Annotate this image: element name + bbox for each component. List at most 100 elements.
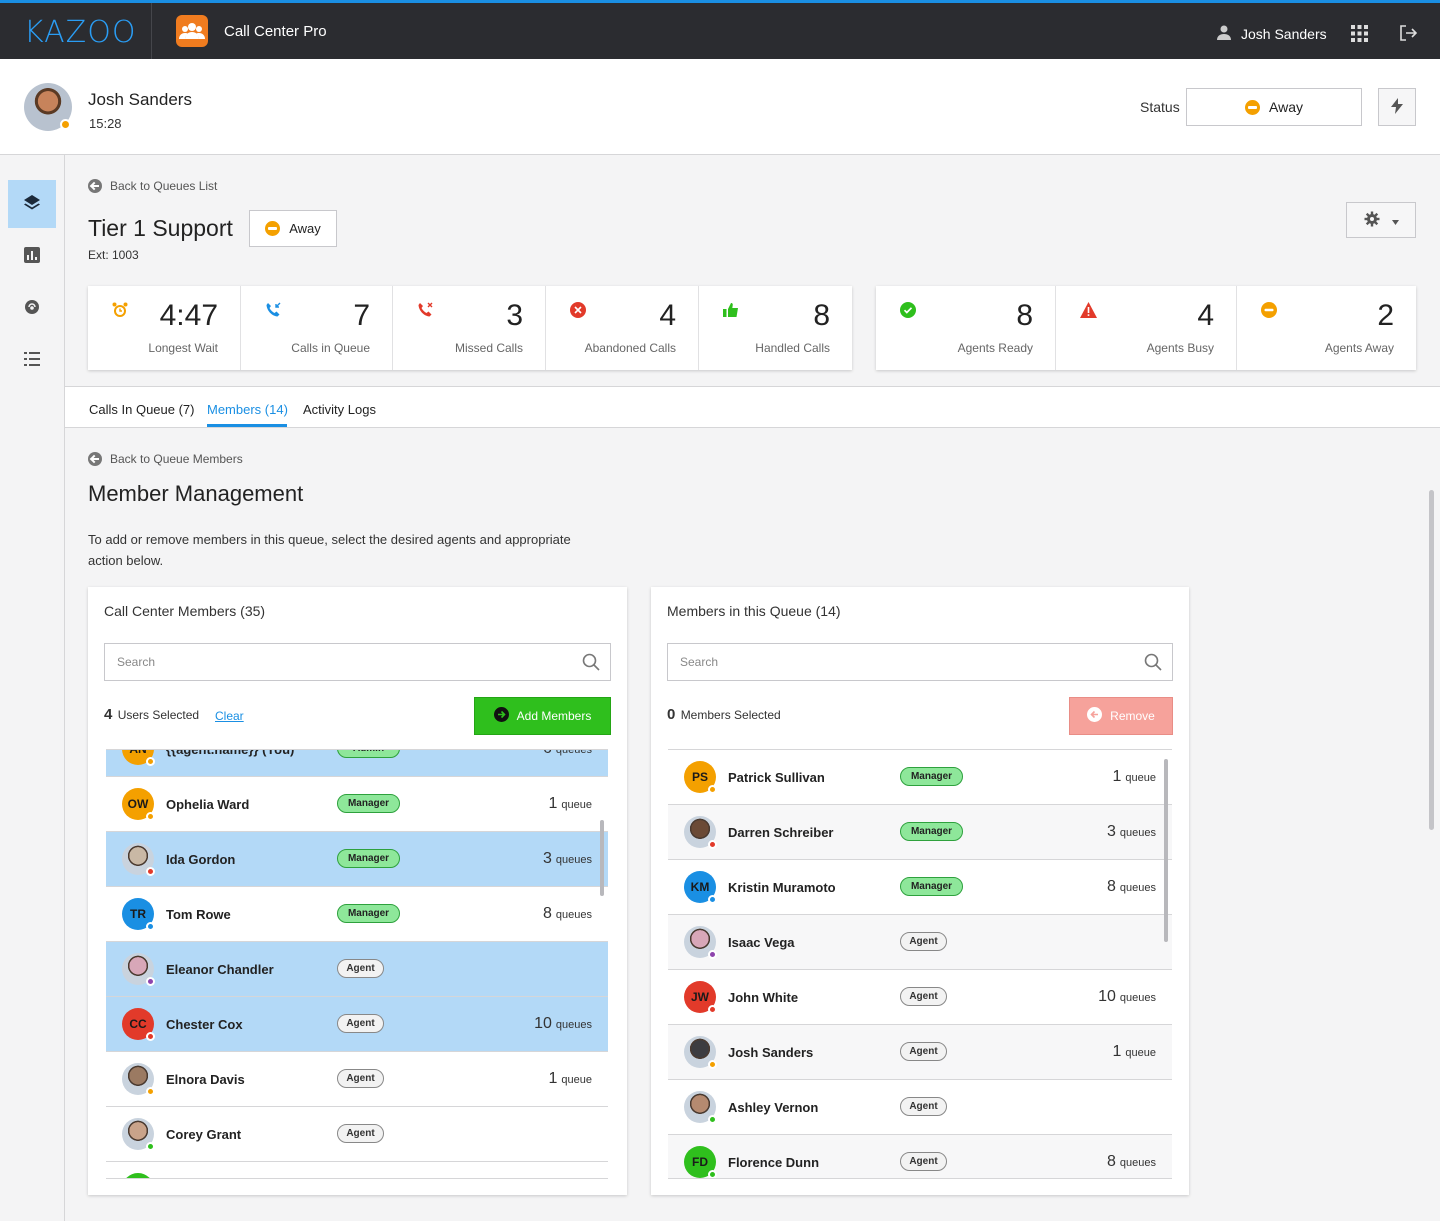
- avatar: KM: [684, 871, 717, 904]
- list-item[interactable]: KM Kristin Muramoto Manager 8 queues: [668, 860, 1172, 915]
- panel-title: Members in this Queue (14): [667, 603, 841, 619]
- stat-value: 4: [1197, 299, 1214, 332]
- stat-label: Agents Away: [1324, 341, 1394, 355]
- list-scrollbar[interactable]: [600, 820, 604, 896]
- status-dot: [708, 895, 717, 904]
- list-item[interactable]: Darren Schreiber Manager 3 queues: [668, 805, 1172, 860]
- queue-tabs: Calls In Queue (7) Members (14) Activity…: [65, 386, 1440, 428]
- away-icon: [265, 221, 281, 236]
- list-item[interactable]: Ashley Vernon Agent: [668, 1080, 1172, 1135]
- role-badge: Manager: [337, 794, 400, 813]
- section-title: Member Management: [88, 481, 304, 506]
- stat-label: Abandoned Calls: [584, 341, 676, 355]
- tab-members[interactable]: Members (14): [207, 402, 288, 417]
- queue-count-number: 10: [534, 1015, 552, 1032]
- stat-value: 2: [1377, 299, 1394, 332]
- away-icon: [1245, 99, 1260, 115]
- list-item[interactable]: Ida Gordon Manager 3 queues: [106, 832, 608, 887]
- list-item[interactable]: CC Chester Cox Agent 10 queues: [106, 997, 608, 1052]
- role-badge: Agent: [337, 959, 384, 978]
- stat-agents-busy: 4 Agents Busy: [1056, 286, 1237, 370]
- call-center-app-icon[interactable]: [176, 15, 208, 47]
- agent-header: Josh Sanders 15:28 Status Away: [0, 59, 1440, 155]
- queue-count: 3 queues: [1107, 823, 1156, 841]
- queue-count: 6queues: [543, 750, 592, 758]
- list-item[interactable]: Elnora Davis Agent 1 queue: [106, 1052, 608, 1107]
- list-item[interactable]: Isaac Vega Agent: [668, 915, 1172, 970]
- logout-icon[interactable]: [1399, 24, 1418, 45]
- list-item[interactable]: Josh Sanders Agent 1 queue: [668, 1025, 1172, 1080]
- avatar: [684, 1091, 717, 1124]
- panel-title: Call Center Members (35): [104, 603, 266, 619]
- tab-activity-logs[interactable]: Activity Logs: [303, 402, 376, 417]
- call-stats-card: 4:47 Longest Wait 7 Calls in Queue 3 Mis…: [88, 286, 852, 370]
- gear-icon: [1364, 211, 1380, 230]
- queue-count: 10 queues: [534, 1015, 592, 1033]
- missed-call-icon: [417, 302, 433, 321]
- stat-agents-away: 2 Agents Away: [1237, 286, 1416, 370]
- role-badge: Manager: [337, 849, 400, 868]
- checklist-icon: [24, 351, 40, 369]
- queue-count-number: 1: [1112, 768, 1122, 785]
- list-scrollbar[interactable]: [1164, 759, 1168, 942]
- clear-selection-link[interactable]: Clear: [215, 709, 244, 723]
- role-badge: Manager: [900, 767, 963, 786]
- queue-status-button[interactable]: Away: [249, 210, 337, 247]
- member-name: Corey Grant: [166, 1127, 242, 1142]
- abandoned-x-icon: [570, 302, 586, 321]
- back-arrow-icon: [88, 179, 102, 193]
- list-item[interactable]: AN {{agent.name}} (You) Admin 6queues: [106, 750, 608, 777]
- queue-members-panel: Members in this Queue (14) Search 0 Memb…: [651, 587, 1189, 1195]
- list-item[interactable]: OW Ophelia Ward Manager 1 queue: [106, 777, 608, 832]
- active-tab-indicator: [207, 424, 287, 427]
- queue-members-search-input[interactable]: Search: [667, 643, 1173, 681]
- status-dot: [146, 757, 155, 766]
- page-scrollbar[interactable]: [1429, 490, 1434, 830]
- queue-count: 1 queue: [1113, 1043, 1157, 1061]
- remove-members-button[interactable]: Remove: [1069, 697, 1173, 735]
- member-name: Ida Gordon: [166, 852, 236, 867]
- avatar: JW: [684, 981, 717, 1014]
- sidebar-item-agents[interactable]: [8, 284, 56, 332]
- selected-label: Users Selected: [117, 708, 200, 722]
- avatar: [684, 926, 717, 959]
- stat-label: Agents Ready: [957, 341, 1033, 355]
- list-item[interactable]: FD Florence Dunn Agent 8 queues: [668, 1135, 1172, 1178]
- member-name: Florence Dunn: [728, 1155, 820, 1170]
- list-item[interactable]: TR Tom Rowe Manager 8 queues: [106, 887, 608, 942]
- add-members-button[interactable]: Add Members: [474, 697, 611, 735]
- app-grid-icon[interactable]: [1351, 25, 1368, 45]
- status-dropdown[interactable]: Away: [1186, 88, 1362, 126]
- back-to-members-link[interactable]: Back to Queue Members: [88, 452, 243, 466]
- queue-settings-dropdown[interactable]: [1346, 202, 1416, 238]
- sidebar: [0, 155, 65, 1221]
- list-item[interactable]: Eleanor Chandler Agent: [106, 942, 608, 997]
- selected-number: 0: [667, 706, 676, 723]
- role-badge: Agent: [337, 1069, 384, 1088]
- queue-count: 1 queue: [549, 795, 593, 813]
- list-item[interactable]: JW John White Agent 10 queues: [668, 970, 1172, 1025]
- arrow-left-circle-icon: [1087, 707, 1103, 725]
- sidebar-item-reports[interactable]: [8, 232, 56, 280]
- sidebar-item-logs[interactable]: [8, 336, 56, 384]
- list-item[interactable]: PS Patrick Sullivan Manager 1 queue: [668, 750, 1172, 805]
- queue-count-unit: queues: [1119, 882, 1156, 894]
- members-search-input[interactable]: Search: [104, 643, 611, 681]
- back-to-queues-link[interactable]: Back to Queues List: [88, 179, 217, 193]
- tab-calls-in-queue[interactable]: Calls In Queue (7): [89, 402, 195, 417]
- call-center-members-list: AN {{agent.name}} (You)Admin6queuesOW Op…: [106, 749, 608, 1179]
- avatar[interactable]: [24, 83, 72, 131]
- list-item[interactable]: Corey Grant Agent: [106, 1107, 608, 1162]
- lightning-bolt-icon: [1391, 97, 1403, 117]
- sidebar-item-queues[interactable]: [8, 180, 56, 228]
- role-badge: Agent: [900, 1152, 947, 1171]
- role-badge: Agent: [337, 1124, 384, 1143]
- warning-icon: [1080, 302, 1097, 321]
- list-item[interactable]: [106, 1162, 608, 1178]
- stat-value: 8: [1016, 299, 1033, 332]
- queue-count-number: 3: [543, 850, 552, 867]
- stat-label: Missed Calls: [454, 341, 523, 355]
- topbar-user-menu[interactable]: Josh Sanders: [1216, 24, 1327, 43]
- quick-action-button[interactable]: [1378, 88, 1416, 126]
- avatar: PS: [684, 761, 717, 794]
